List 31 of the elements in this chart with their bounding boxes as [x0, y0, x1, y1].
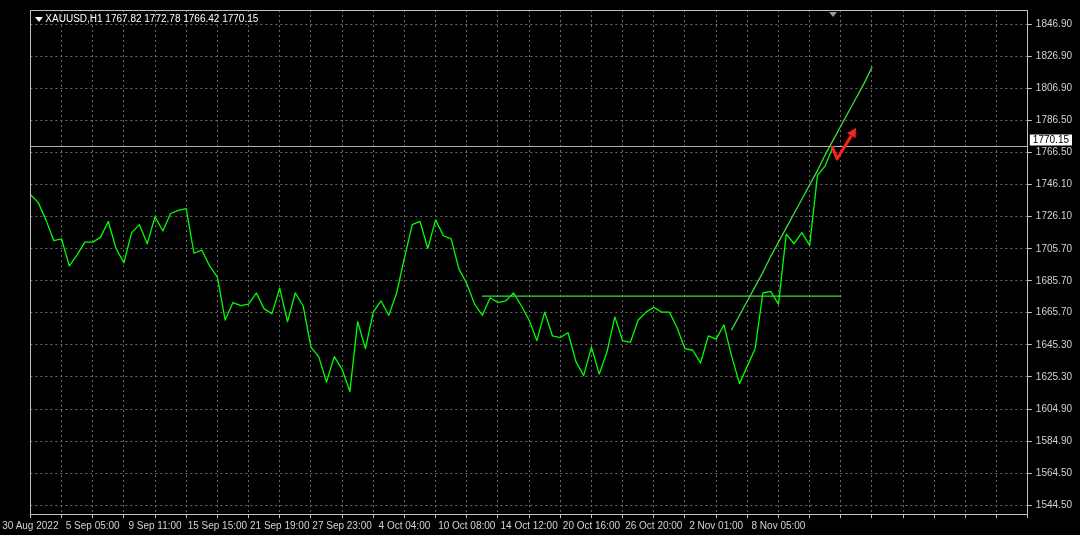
- x-tick-label: 4 Oct 04:00: [378, 519, 431, 531]
- y-tick-label: 1726.10: [1035, 210, 1073, 222]
- y-tick-label: 1645.30: [1035, 338, 1073, 350]
- x-tick-label: 15 Sep 15:00: [187, 519, 248, 531]
- x-tick-label: 26 Oct 20:00: [625, 519, 683, 531]
- x-tick-label: 9 Sep 11:00: [128, 519, 183, 531]
- x-tick-label: 14 Oct 12:00: [500, 519, 559, 531]
- y-tick-label: 1604.90: [1035, 402, 1073, 414]
- y-tick-label: 1766.50: [1035, 146, 1073, 158]
- y-tick-label: 1746.10: [1035, 178, 1073, 190]
- ref-line-label: 1770.15: [1032, 133, 1070, 145]
- y-tick-label: 1705.70: [1035, 242, 1073, 254]
- x-tick-label: 27 Sep 23:00: [312, 519, 373, 531]
- y-tick-label: 1665.70: [1035, 306, 1073, 318]
- y-tick-label: 1685.70: [1035, 274, 1073, 286]
- x-tick-label: 10 Oct 08:00: [438, 519, 496, 531]
- y-tick-label: 1826.90: [1035, 50, 1073, 62]
- x-tick-label: 8 Nov 05:00: [751, 519, 806, 531]
- y-tick-label: 1564.50: [1035, 467, 1073, 479]
- x-tick-label: 5 Sep 05:00: [65, 519, 121, 531]
- chart-title: XAUUSD,H1 1767.82 1772.78 1766.42 1770.15: [45, 13, 259, 25]
- y-tick-label: 1584.90: [1035, 434, 1073, 446]
- x-tick-label: 30 Aug 2022: [2, 519, 59, 531]
- x-tick-label: 21 Sep 19:00: [249, 519, 310, 531]
- y-tick-label: 1625.30: [1035, 370, 1073, 382]
- y-tick-label: 1806.90: [1035, 81, 1073, 93]
- x-tick-label: 20 Oct 16:00: [562, 519, 621, 531]
- y-tick-label: 1846.90: [1035, 18, 1073, 30]
- x-tick-label: 2 Nov 01:00: [689, 519, 744, 531]
- y-tick-label: 1786.50: [1035, 114, 1073, 126]
- y-tick-label: 1544.50: [1035, 499, 1073, 511]
